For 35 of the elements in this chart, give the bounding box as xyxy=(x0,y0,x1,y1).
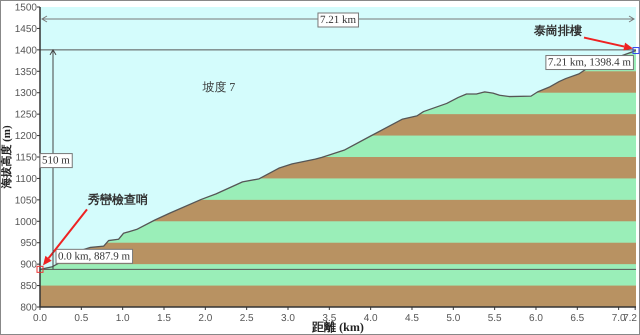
x-tick-label: 4.5 xyxy=(405,313,420,324)
y-tick-label: 1200 xyxy=(14,131,38,142)
y-tick-label: 800 xyxy=(20,302,38,314)
ref-label: 7.21 km xyxy=(317,12,359,28)
x-axis-title: 距離 (km) xyxy=(311,320,364,334)
y-tick-label: 1100 xyxy=(15,174,38,185)
y-tick-label: 950 xyxy=(20,238,38,250)
x-tick-label: 6.5 xyxy=(570,313,585,324)
y-tick-label: 1350 xyxy=(14,66,38,78)
y-tick-label: 1450 xyxy=(14,24,38,35)
x-tick-label: 2.0 xyxy=(198,313,213,324)
y-tick-label: 1250 xyxy=(14,110,38,121)
x-tick-label: 6.0 xyxy=(529,313,544,324)
x-tick-label: 1.5 xyxy=(157,313,172,324)
annotation: 秀巒檢查哨 xyxy=(87,192,148,206)
y-tick-label: 1500 xyxy=(14,2,38,14)
x-tick-label: 1.0 xyxy=(116,313,130,324)
x-tick-label: 5.0 xyxy=(446,313,461,324)
x-tick-label: 0.0 xyxy=(33,313,48,324)
x-tick-label: 3.0 xyxy=(281,313,296,324)
x-tick-label: 4.0 xyxy=(364,313,378,324)
annotation: 坡度 7 xyxy=(201,80,236,94)
y-axis-title: 海拔高度 (m) xyxy=(0,125,13,190)
x-tick-label: 2.5 xyxy=(240,313,254,324)
x-tick-label: 5.5 xyxy=(488,313,502,324)
annotation: 泰崗排樓 xyxy=(533,24,582,38)
y-tick-label: 900 xyxy=(20,260,38,271)
y-tick-label: 1400 xyxy=(14,45,38,56)
y-tick-label: 1000 xyxy=(14,216,38,228)
y-tick-label: 1050 xyxy=(14,195,38,206)
y-tick-label: 1300 xyxy=(14,88,38,100)
x-tick-label: 0.5 xyxy=(74,313,89,324)
y-tick-label: 850 xyxy=(20,281,38,292)
label-box-dim-v: 510 m xyxy=(40,153,73,168)
y-tick-label: 1150 xyxy=(15,152,38,164)
